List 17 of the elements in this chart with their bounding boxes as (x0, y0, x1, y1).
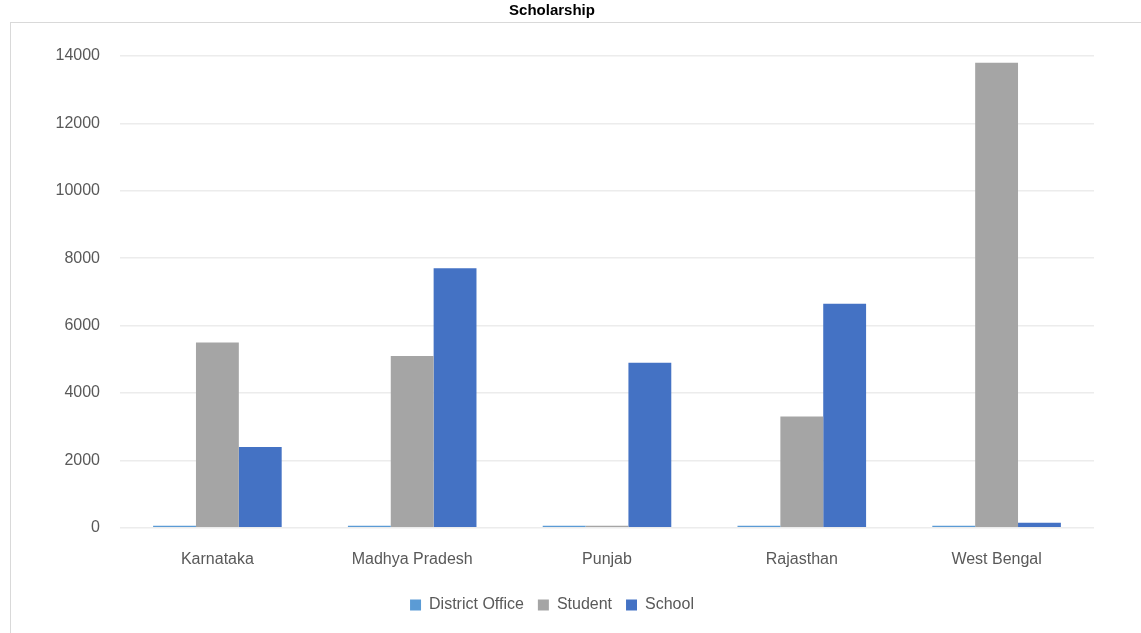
legend-label: School (645, 595, 694, 613)
legend-label: District Office (429, 595, 524, 613)
y-tick-label: 2000 (64, 450, 101, 468)
y-tick-label: 12000 (55, 113, 101, 131)
y-tick-label: 4000 (64, 383, 101, 401)
x-tick-label: Punjab (582, 549, 633, 567)
y-tick-label: 10000 (55, 181, 101, 199)
legend-label: Student (556, 595, 613, 613)
y-tick-label: 8000 (64, 248, 101, 266)
x-tick-label: Karnataka (180, 549, 254, 567)
x-tick-label: Rajasthan (765, 549, 838, 567)
chart-title: Scholarship (509, 1, 595, 19)
x-tick-label: West Bengal (951, 549, 1042, 567)
y-tick-label: 6000 (64, 316, 101, 334)
y-tick-label: 14000 (55, 46, 101, 64)
y-tick-label: 0 (91, 518, 101, 536)
x-tick-label: Madhya Pradesh (351, 549, 473, 567)
